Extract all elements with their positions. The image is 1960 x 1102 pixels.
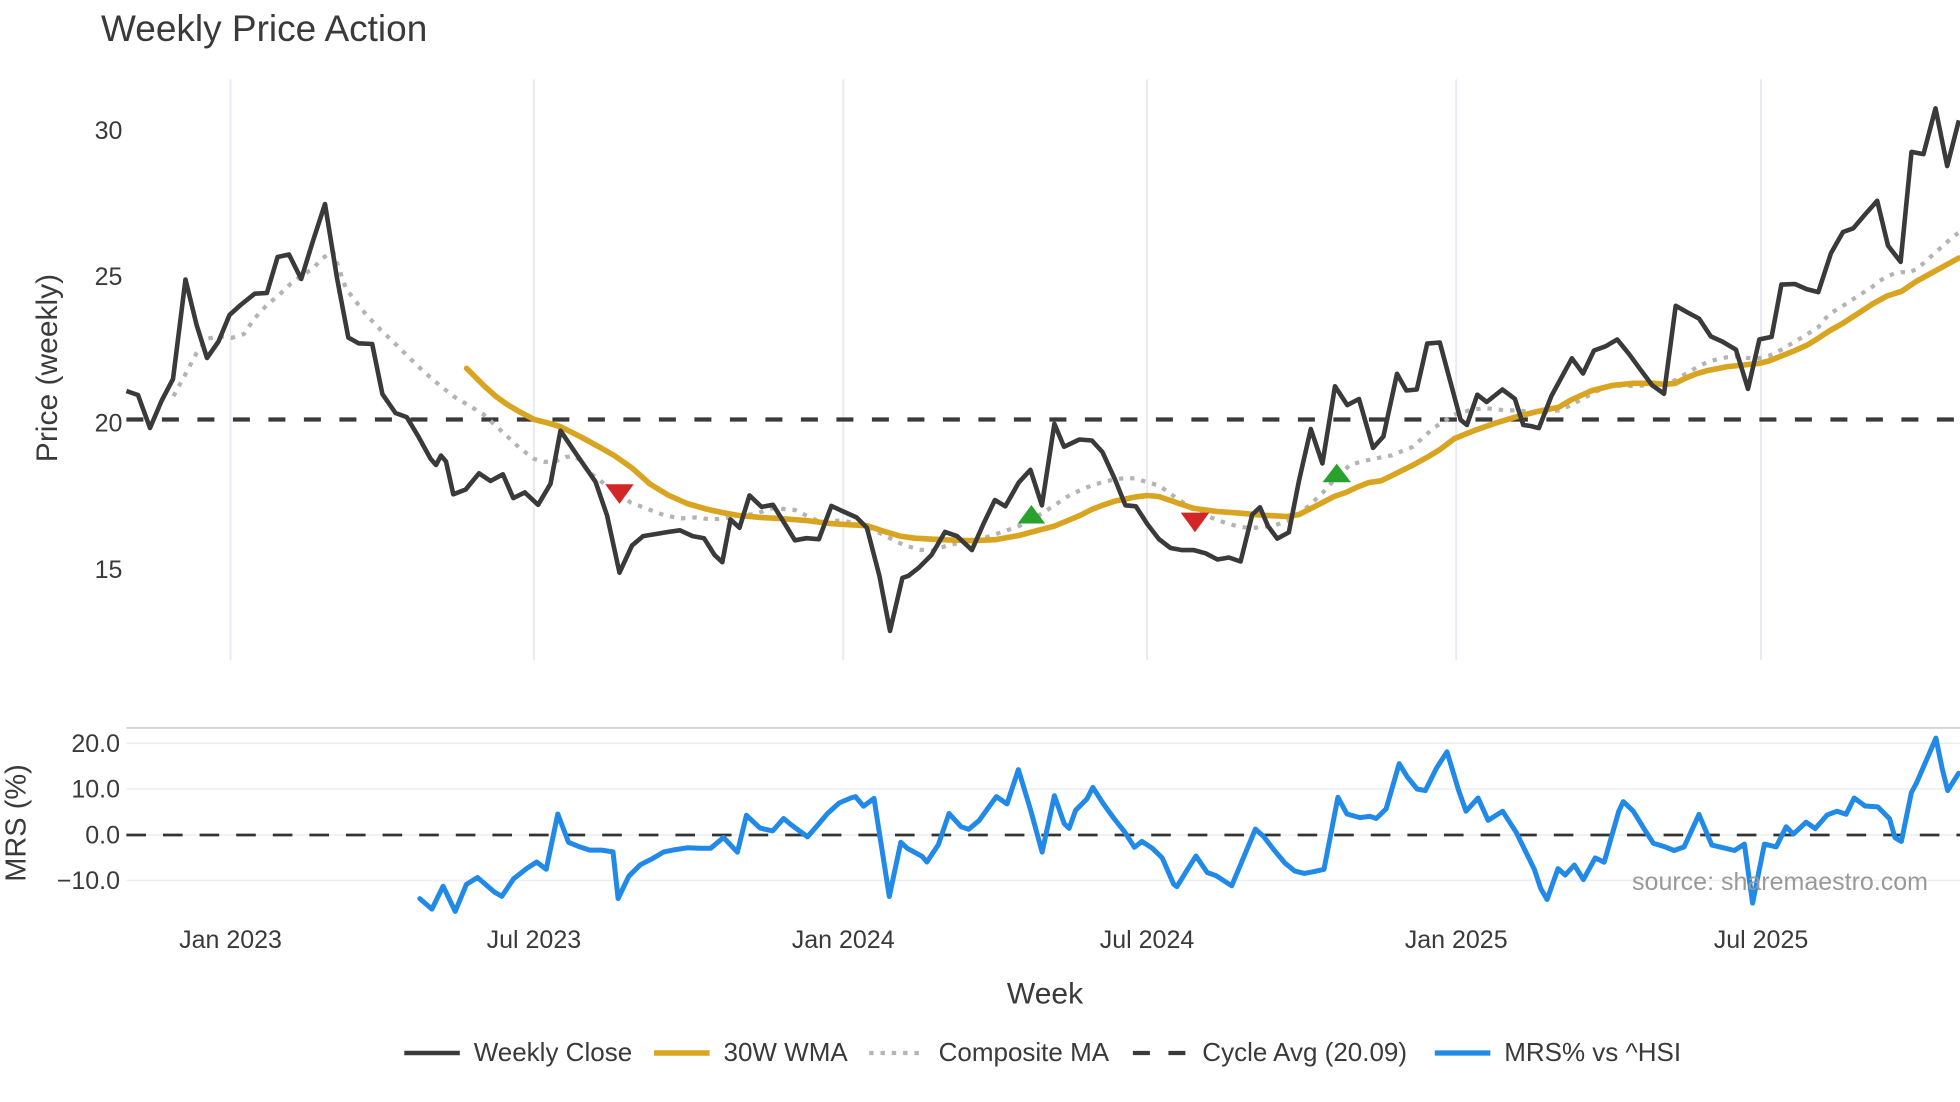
svg-text:20.0: 20.0 [71,730,120,758]
svg-text:10.0: 10.0 [71,776,120,804]
svg-text:Weekly Close: Weekly Close [474,1037,632,1067]
svg-text:25: 25 [95,263,123,291]
svg-text:Jul 2023: Jul 2023 [487,926,582,954]
svg-text:Jan 2024: Jan 2024 [792,926,895,954]
svg-text:15: 15 [95,556,123,584]
svg-text:0.0: 0.0 [85,822,120,850]
svg-text:20: 20 [95,410,123,438]
svg-text:30W WMA: 30W WMA [724,1037,849,1067]
svg-text:Jan 2025: Jan 2025 [1405,926,1508,954]
svg-text:Cycle Avg (20.09): Cycle Avg (20.09) [1202,1037,1407,1067]
svg-text:MRS (%): MRS (%) [1,764,33,882]
svg-text:source: sharemaestro.com: source: sharemaestro.com [1632,868,1928,896]
svg-text:30: 30 [95,117,123,145]
svg-text:Weekly Price Action: Weekly Price Action [101,8,427,49]
svg-text:Jul 2025: Jul 2025 [1714,926,1809,954]
svg-text:MRS% vs ^HSI: MRS% vs ^HSI [1504,1037,1681,1067]
svg-text:Price (weekly): Price (weekly) [31,274,64,462]
svg-text:Jul 2024: Jul 2024 [1100,926,1195,954]
svg-text:Jan 2023: Jan 2023 [179,926,282,954]
svg-text:Composite MA: Composite MA [939,1037,1110,1067]
svg-text:−10.0: −10.0 [57,867,120,895]
svg-text:Week: Week [1007,978,1084,1011]
